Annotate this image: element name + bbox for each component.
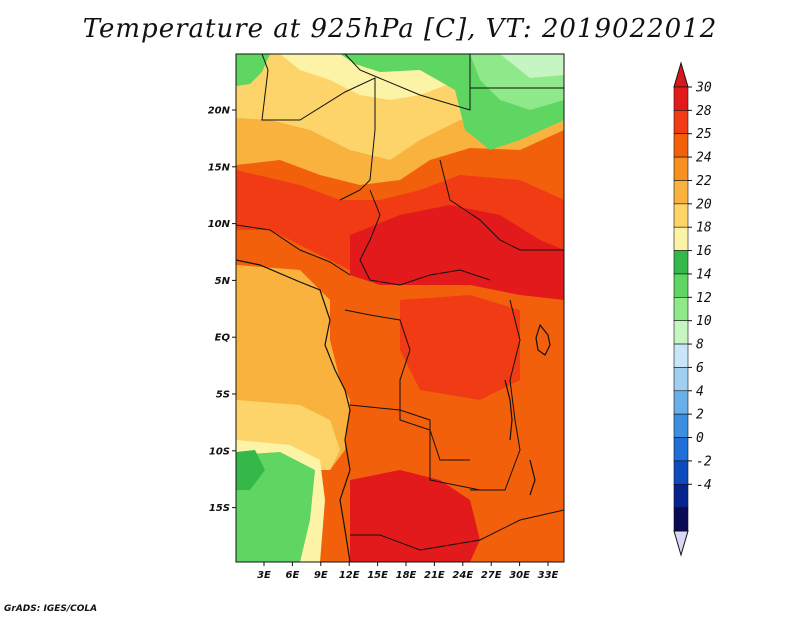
field-darkgreen-south [236,450,265,490]
colorbar-swatch [673,133,689,158]
colorbar-label: -4 [696,478,712,493]
colorbar-label: 28 [696,104,712,119]
colorbar-swatch [673,180,689,205]
colorbar-label: 6 [696,361,704,376]
temperature-field [236,54,564,562]
border-nigeria [236,224,351,276]
border-congo [344,309,470,461]
border-namibia-botswana [350,509,564,551]
colorbar-top-arrow [673,61,689,88]
colorbar-label: 30 [695,81,712,96]
lat-label: 10N [208,219,231,230]
lon-label: 9E [314,570,328,581]
colorbar-swatch [673,413,689,438]
lon-label: 33E [538,570,559,581]
lon-label: 30E [509,570,530,581]
lake-tanganyika [504,379,513,441]
coastline [236,259,351,562]
lon-label: 24E [452,570,473,581]
field-band-28-congo [400,295,520,400]
colorbar-swatch [673,250,689,275]
colorbar-label: 2 [696,408,704,423]
colorbar-swatch [673,203,689,228]
field-palegreen-ne [500,54,564,78]
country-borders [236,54,564,551]
colorbar-label: 24 [696,151,712,166]
lake-malawi [529,459,536,496]
lon-label: 12E [339,570,360,581]
border-chad-car [359,189,491,286]
border-angola [349,404,481,491]
colorbar-swatch [673,437,689,462]
border-sudan [439,159,564,251]
lat-label: 5N [215,276,231,287]
colorbar-swatch [673,86,689,111]
colorbar-swatch [673,483,689,508]
lon-label: 3E [257,570,271,581]
lon-label: 27E [481,570,502,581]
chart-title: Temperature at 925hPa [C], VT: 201902201… [82,14,718,44]
colorbar-label: 16 [696,244,712,259]
lon-label: 15E [367,570,388,581]
border-west-sahara [261,54,376,201]
field-green-nw [236,54,270,86]
colorbar-swatch [673,156,689,181]
lat-label: 5S [216,390,230,401]
colorbar-swatch [673,320,689,345]
colorbar-label: 18 [696,221,712,236]
colorbar-label: 10 [696,314,712,329]
colorbar-label: 12 [696,291,712,306]
field-band-25-southeast [500,440,564,562]
colorbar-label: 4 [696,384,704,399]
lon-label: 18E [396,570,417,581]
colorbar-swatch [673,226,689,251]
lat-label: 10S [209,446,230,457]
colorbar-swatch [673,343,689,368]
colorbar-label: 0 [696,431,704,446]
colorbar-label: 22 [696,174,712,189]
colorbar-swatch [673,507,689,532]
lat-label: 15S [209,503,230,514]
field-band-30-central [350,205,564,300]
field-band-30-south [350,470,480,562]
colorbar-swatch [673,110,689,135]
lon-label: 21E [424,570,445,581]
colorbar-label: 14 [696,267,712,282]
lake-victoria [535,323,551,356]
colorbar-swatch [673,390,689,415]
grads-credit: GrADS: IGES/COLA [4,604,98,614]
lat-label: 15N [208,162,231,173]
lat-label: EQ [215,333,231,344]
lat-label: 20N [208,106,231,117]
colorbar-swatch [673,367,689,392]
colorbar-label: 20 [696,197,712,212]
colorbar-swatch [673,297,689,321]
map-frame [235,53,565,563]
colorbar-label: -2 [696,454,712,469]
latitude-axis: 20N 15N 10N 5N EQ 5S 10S 15S [208,106,236,514]
colorbar-label: 8 [696,338,704,353]
lon-label: 6E [286,570,300,581]
border-east-lakes [470,299,521,491]
colorbar-swatch [673,460,689,485]
colorbar-bottom-arrow [673,530,689,557]
colorbar-label: 25 [696,127,712,142]
longitude-axis: 3E 6E 9E 12E 15E 18E 21E 24E 27E 30E 33E [257,562,559,581]
colorbar-swatch [673,273,689,298]
border-libya [344,54,471,111]
